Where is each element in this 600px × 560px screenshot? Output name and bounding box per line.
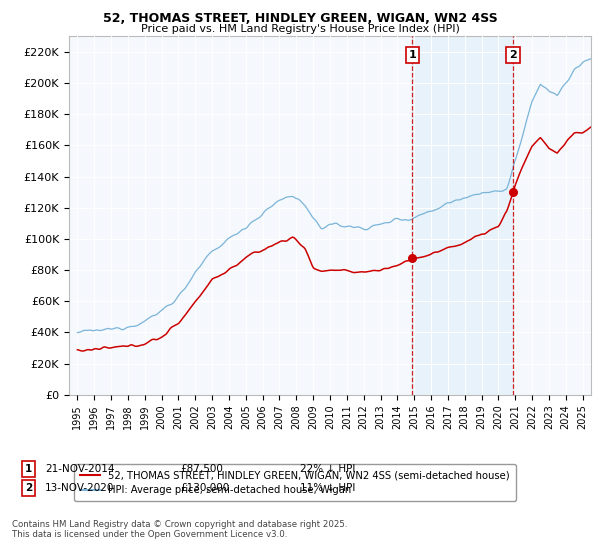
Text: £130,000: £130,000 xyxy=(180,483,229,493)
Text: 1: 1 xyxy=(409,50,416,60)
Text: 21-NOV-2014: 21-NOV-2014 xyxy=(45,464,115,474)
Text: 1: 1 xyxy=(25,464,32,474)
Bar xyxy=(412,36,513,395)
Text: 52, THOMAS STREET, HINDLEY GREEN, WIGAN, WN2 4SS: 52, THOMAS STREET, HINDLEY GREEN, WIGAN,… xyxy=(103,12,497,25)
Legend: 52, THOMAS STREET, HINDLEY GREEN, WIGAN, WN2 4SS (semi-detached house), HPI: Ave: 52, THOMAS STREET, HINDLEY GREEN, WIGAN,… xyxy=(74,464,515,501)
Text: Price paid vs. HM Land Registry's House Price Index (HPI): Price paid vs. HM Land Registry's House … xyxy=(140,24,460,34)
Text: 13-NOV-2020: 13-NOV-2020 xyxy=(45,483,115,493)
Text: 2: 2 xyxy=(509,50,517,60)
Text: 22% ↓ HPI: 22% ↓ HPI xyxy=(300,464,355,474)
Text: 11% ↓ HPI: 11% ↓ HPI xyxy=(300,483,355,493)
Text: £87,500: £87,500 xyxy=(180,464,223,474)
Text: 2: 2 xyxy=(25,483,32,493)
Text: Contains HM Land Registry data © Crown copyright and database right 2025.
This d: Contains HM Land Registry data © Crown c… xyxy=(12,520,347,539)
